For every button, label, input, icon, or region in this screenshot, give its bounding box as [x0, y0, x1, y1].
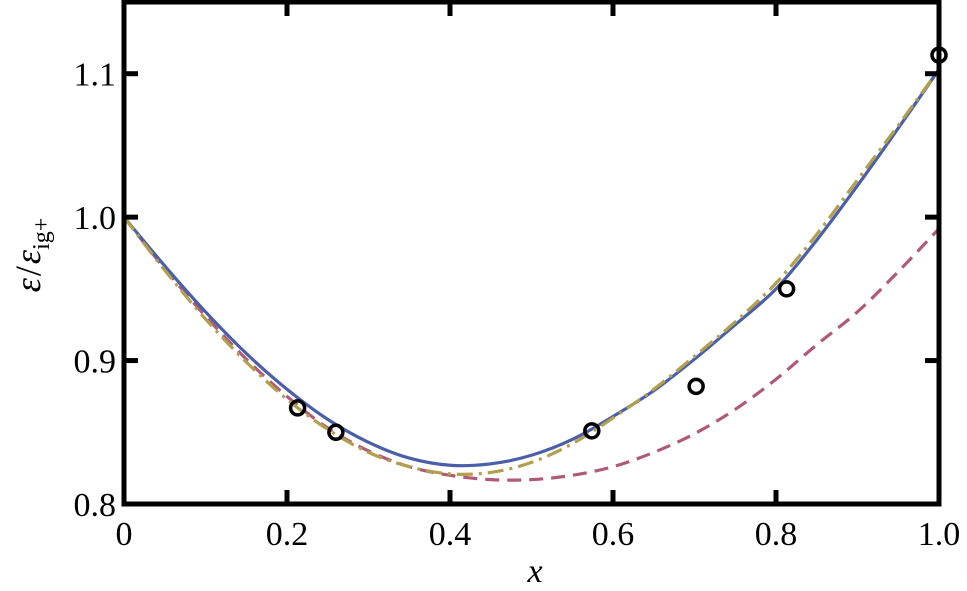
- x-axis-title: x: [526, 553, 542, 590]
- plot-frame: [121, 0, 942, 507]
- y-axis-title-slash: /: [8, 266, 48, 276]
- y-axis-title-denominator: ε: [8, 249, 48, 264]
- series-layer: [124, 68, 939, 482]
- y-tick-label: 1.0: [74, 200, 117, 237]
- x-tick-label: 0: [116, 516, 133, 553]
- y-axis-title-text: ε/εig+: [8, 218, 55, 293]
- data-point-marker: [687, 377, 705, 396]
- series-line-dashdot: [124, 68, 939, 476]
- x-tick-label: 0.4: [429, 516, 472, 553]
- x-tick-label: 0.6: [592, 516, 635, 553]
- data-point-marker: [288, 399, 307, 417]
- x-tick-label: 1.0: [918, 516, 961, 553]
- y-axis-title: ε/εig+: [8, 218, 55, 293]
- series-line-solid: [124, 68, 939, 468]
- x-tick-label: 0.8: [755, 516, 798, 553]
- y-tick-label: 0.9: [74, 344, 117, 381]
- series-line-dashed: [124, 216, 939, 482]
- y-tick-label: 0.8: [74, 487, 117, 524]
- data-point-marker: [327, 423, 345, 442]
- data-point-marker: [583, 422, 601, 440]
- y-axis-title-numerator: ε: [8, 277, 48, 292]
- y-axis-title-subscript: ig+: [29, 218, 55, 250]
- tick-label-layer: 0 0.2 0.4 0.6 0.8 1.0 0.8 0.9 1.0 1.1: [74, 57, 961, 553]
- x-tick-label: 0.2: [266, 516, 309, 553]
- y-tick-label: 1.1: [74, 57, 117, 94]
- marker-layer: [288, 46, 948, 442]
- data-point-marker: [777, 280, 796, 298]
- tick-layer: [121, 2, 942, 507]
